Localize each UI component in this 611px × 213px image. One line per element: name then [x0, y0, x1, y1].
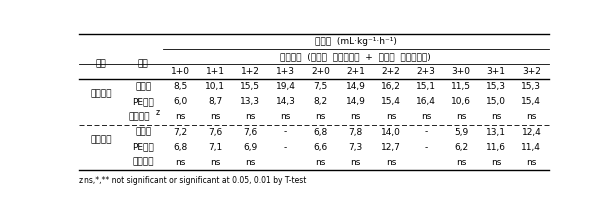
Text: PE필름: PE필름 [132, 97, 154, 106]
Text: 6,0: 6,0 [173, 97, 187, 106]
Text: ns: ns [526, 112, 536, 121]
Text: 3+2: 3+2 [522, 67, 541, 76]
Text: 8,7: 8,7 [208, 97, 222, 106]
Text: ns: ns [210, 112, 221, 121]
Text: 7,5: 7,5 [313, 82, 327, 91]
Text: 2+1: 2+1 [346, 67, 365, 76]
Text: -: - [284, 128, 287, 137]
Text: ns: ns [245, 112, 255, 121]
Text: 6,2: 6,2 [454, 143, 468, 152]
Text: 처리: 처리 [137, 59, 148, 69]
Text: 14,9: 14,9 [346, 82, 366, 91]
Text: 15,3: 15,3 [521, 82, 541, 91]
Text: 11,4: 11,4 [521, 143, 541, 152]
Text: -: - [284, 143, 287, 152]
Text: ns: ns [526, 158, 536, 167]
Text: PE필름: PE필름 [132, 143, 154, 152]
Text: 3+1: 3+1 [487, 67, 506, 76]
Text: 13,3: 13,3 [240, 97, 260, 106]
Text: ns: ns [351, 112, 361, 121]
Text: 16,2: 16,2 [381, 82, 401, 91]
Text: 11,6: 11,6 [486, 143, 507, 152]
Text: 5,9: 5,9 [454, 128, 468, 137]
Text: 저장기간  (탈삽전  저장개월수  +  탈삽후  저장개월수): 저장기간 (탈삽전 저장개월수 + 탈삽후 저장개월수) [280, 52, 431, 61]
Text: 1+3: 1+3 [276, 67, 295, 76]
Text: 11,5: 11,5 [451, 82, 471, 91]
Text: ns: ns [351, 158, 361, 167]
Text: -: - [425, 143, 428, 152]
Text: 2+3: 2+3 [417, 67, 436, 76]
Text: z: z [79, 176, 83, 185]
Text: 10,6: 10,6 [451, 97, 471, 106]
Text: 10,1: 10,1 [205, 82, 225, 91]
Text: 16,4: 16,4 [416, 97, 436, 106]
Text: ns: ns [456, 158, 466, 167]
Text: 7,2: 7,2 [173, 128, 187, 137]
Text: 1+0: 1+0 [170, 67, 189, 76]
Text: 15,5: 15,5 [240, 82, 260, 91]
Text: 15,1: 15,1 [416, 82, 436, 91]
Text: 15,0: 15,0 [486, 97, 507, 106]
Text: 19,4: 19,4 [276, 82, 296, 91]
Text: 8,5: 8,5 [173, 82, 187, 91]
Text: ns: ns [456, 112, 466, 121]
Text: z: z [155, 108, 159, 117]
Text: ns: ns [315, 158, 326, 167]
Text: 7,6: 7,6 [208, 128, 222, 137]
Text: ns: ns [175, 112, 185, 121]
Text: ns,*,** not significant or significant at 0.05, 0.01 by T-test: ns,*,** not significant or significant a… [84, 176, 307, 185]
Text: 6,8: 6,8 [313, 128, 327, 137]
Text: 15,4: 15,4 [381, 97, 401, 106]
Text: 유의수준: 유의수준 [133, 158, 154, 167]
Text: 호흡량  (mL·kg⁻¹·h⁻¹): 호흡량 (mL·kg⁻¹·h⁻¹) [315, 37, 397, 46]
Text: 3+0: 3+0 [452, 67, 470, 76]
Text: 12,4: 12,4 [522, 128, 541, 137]
Text: ns: ns [280, 112, 291, 121]
Text: 15,4: 15,4 [521, 97, 541, 106]
Text: 15,3: 15,3 [486, 82, 507, 91]
Text: 6,6: 6,6 [313, 143, 327, 152]
Text: 13,1: 13,1 [486, 128, 507, 137]
Text: 6,9: 6,9 [243, 143, 257, 152]
Text: ns: ns [386, 158, 396, 167]
Text: 2+2: 2+2 [381, 67, 400, 76]
Text: 14,0: 14,0 [381, 128, 401, 137]
Text: ns: ns [491, 112, 502, 121]
Text: ns: ns [245, 158, 255, 167]
Text: 7,1: 7,1 [208, 143, 222, 152]
Text: 14,3: 14,3 [276, 97, 296, 106]
Text: 7,3: 7,3 [349, 143, 363, 152]
Text: ns: ns [386, 112, 396, 121]
Text: 6,8: 6,8 [173, 143, 187, 152]
Text: 도근조생: 도근조생 [90, 135, 112, 144]
Text: 1+2: 1+2 [241, 67, 260, 76]
Text: ns: ns [175, 158, 185, 167]
Text: ns: ns [491, 158, 502, 167]
Text: -: - [425, 128, 428, 137]
Text: 12,7: 12,7 [381, 143, 401, 152]
Text: 14,9: 14,9 [346, 97, 366, 106]
Text: 품종: 품종 [96, 59, 106, 69]
Text: 무처리: 무처리 [135, 82, 151, 91]
Text: 7,8: 7,8 [349, 128, 363, 137]
Text: 무처리: 무처리 [135, 128, 151, 137]
Text: ns: ns [421, 112, 431, 121]
Text: 2+0: 2+0 [311, 67, 330, 76]
Text: ns: ns [210, 158, 221, 167]
Text: 7,6: 7,6 [243, 128, 257, 137]
Text: 1+1: 1+1 [206, 67, 225, 76]
Text: 8,2: 8,2 [313, 97, 327, 106]
Text: 상주둥시: 상주둥시 [90, 90, 112, 99]
Text: 유의수준: 유의수준 [128, 112, 150, 121]
Text: ns: ns [315, 112, 326, 121]
